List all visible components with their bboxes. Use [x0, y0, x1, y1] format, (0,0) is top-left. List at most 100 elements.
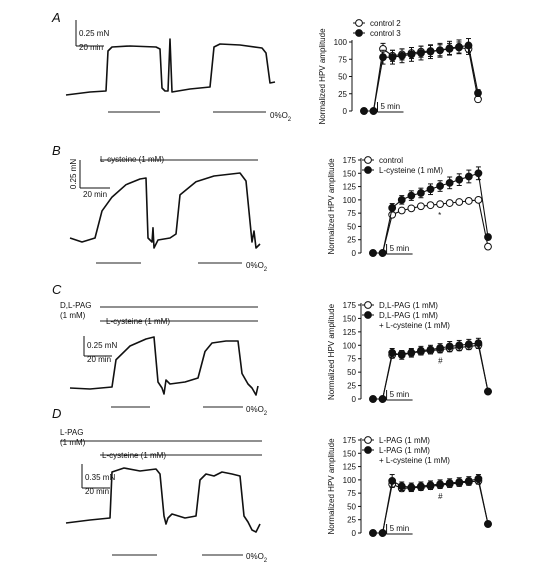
legend-marker [355, 29, 363, 37]
legend-label-1: control [379, 156, 403, 165]
data-point [388, 203, 397, 212]
data-point [426, 201, 435, 210]
amplitude-scale-label: 0.35 mN [85, 473, 115, 482]
amplitude-scale-label: 0.25 mN [79, 29, 109, 38]
data-point [397, 482, 406, 491]
data-point [455, 42, 463, 51]
data-point [436, 480, 444, 489]
data-point [426, 47, 435, 56]
data-point [417, 346, 425, 355]
significance-mark: * [438, 211, 441, 220]
data-point [445, 178, 454, 187]
y-tick-label: 25 [338, 90, 347, 99]
data-point [455, 175, 464, 184]
y-tick-label: 125 [343, 463, 357, 472]
data-point [474, 169, 483, 178]
legend-marker [364, 166, 372, 174]
y-tick-label: 175 [343, 436, 357, 445]
data-point [484, 387, 492, 396]
panel-c: C 0.25 mN 20 min D,L-PAG (1 mM) L-cysteine (1… [52, 282, 492, 417]
data-point [407, 204, 416, 213]
hypoxia-label: 0%O2 [246, 405, 268, 417]
data-point [464, 477, 473, 485]
data-point [445, 342, 454, 351]
panel-letter: D [52, 406, 61, 421]
data-point [378, 249, 387, 257]
data-point [474, 339, 483, 348]
y-tick-label: 25 [347, 382, 356, 391]
y-tick-label: 150 [343, 449, 357, 458]
y-tick-label: 75 [347, 489, 356, 498]
panel-letter: B [52, 143, 61, 158]
y-axis-label: Normalized HPV amplitude [327, 438, 336, 535]
legend-label-2: L-PAG (1 mM) + L-cysteine (1 mM) [379, 446, 450, 465]
data-point [474, 89, 482, 97]
tension-trace [65, 38, 276, 96]
data-point [455, 198, 464, 206]
data-point [464, 197, 473, 205]
y-tick-label: 100 [343, 476, 357, 485]
y-tick-label: 25 [347, 516, 356, 525]
data-point [464, 172, 473, 181]
y-tick-label: 50 [347, 502, 356, 511]
data-point [484, 520, 492, 528]
y-tick-label: 175 [343, 156, 357, 165]
y-tick-label: 100 [334, 38, 348, 47]
tension-trace [69, 172, 261, 249]
data-point [397, 351, 406, 359]
y-tick-label: 150 [343, 169, 357, 178]
data-point [379, 53, 387, 62]
data-point [474, 474, 483, 483]
drug-label: L-cysteine (1 mM) [106, 317, 170, 326]
data-point [426, 481, 435, 490]
amplitude-scale-label: 0.25 mN [87, 341, 117, 350]
y-tick-label: 0 [352, 249, 357, 258]
data-point [369, 529, 377, 537]
data-point [398, 51, 406, 60]
y-axis-label: Normalized HPV amplitude [327, 303, 336, 400]
drug-label: L-cysteine (1 mM) [100, 155, 164, 164]
significance-mark: # [438, 492, 443, 501]
y-tick-label: 0 [352, 395, 357, 404]
x-scale-label: 5 min [390, 524, 410, 533]
data-point [407, 483, 416, 492]
y-tick-label: 75 [347, 355, 356, 364]
amplitude-scale-label: 0.25 mN [69, 159, 78, 189]
data-point [397, 195, 406, 204]
data-point [426, 185, 435, 194]
x-scale-label: 5 min [390, 390, 410, 399]
legend-label-2: D,L-PAG (1 mM) + L-cysteine (1 mM) [379, 311, 450, 330]
y-tick-label: 125 [343, 183, 357, 192]
hypoxia-label: 0%O2 [270, 111, 292, 123]
data-point [417, 189, 425, 197]
data-point [407, 191, 416, 200]
data-point [436, 46, 444, 55]
data-point [464, 340, 473, 349]
legend-marker [364, 436, 372, 444]
drug-label: L-PAG (1 mM) [60, 428, 86, 447]
data-point [360, 107, 368, 115]
drug-label: D,L-PAG (1 mM) [60, 301, 91, 320]
data-point [407, 50, 416, 59]
y-tick-label: 150 [343, 314, 357, 323]
legend-marker [355, 19, 363, 27]
y-tick-label: 175 [343, 301, 357, 310]
y-tick-label: 100 [343, 196, 357, 205]
panel-b: B 0.25 mN 20 min L-cysteine (1 mM) 0%O2 0 25 50… [52, 143, 492, 273]
y-tick-label: 50 [338, 73, 347, 82]
legend-marker [364, 446, 372, 454]
data-point [407, 348, 416, 357]
data-point [464, 41, 473, 50]
data-point [417, 202, 425, 211]
data-point [436, 200, 444, 209]
y-tick-label: 75 [338, 55, 347, 64]
tension-trace [65, 467, 261, 533]
time-scale-label: 20 min [85, 487, 109, 496]
hypoxia-label: 0%O2 [246, 552, 268, 564]
data-point [388, 477, 397, 485]
panel-a: A 0.25 mN 20 min 0%O2 0 25 50 75 100 Normalized H… [51, 10, 482, 125]
data-point [369, 249, 377, 257]
drug-label: L-cysteine (1 mM) [102, 451, 166, 460]
significance-mark: # [438, 357, 443, 366]
